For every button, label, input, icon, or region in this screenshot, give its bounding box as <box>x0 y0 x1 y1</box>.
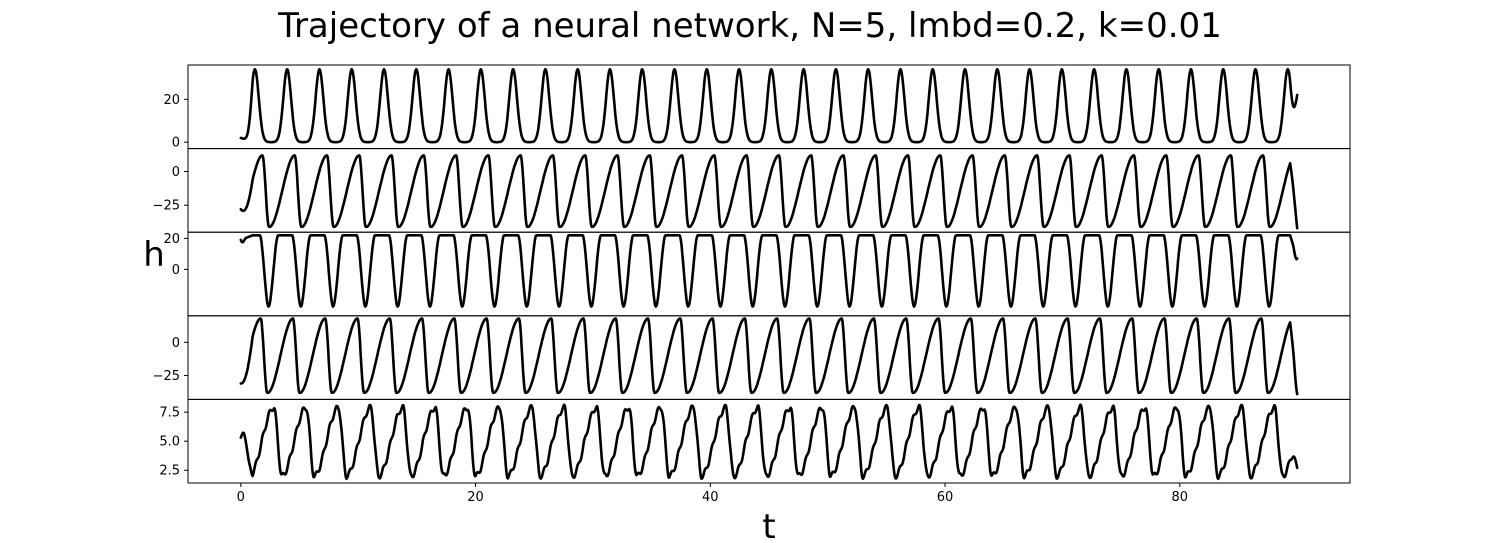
series-line-3 <box>239 234 1299 308</box>
panels: 0 20 −25 0 0 20 −25 0 2.5 5.0 7.5 <box>153 64 1351 484</box>
panel-2: −25 0 <box>153 148 1351 233</box>
x-axis: 0 20 40 60 80 <box>237 483 1188 505</box>
panel-5: 2.5 5.0 7.5 <box>159 398 1351 484</box>
y-tick-label: 0 <box>172 336 180 351</box>
x-tick-label: 20 <box>467 490 484 505</box>
y-tick-label: 2.5 <box>159 464 180 479</box>
y-tick-label: −25 <box>153 369 180 384</box>
y-tick-label: 5.0 <box>159 435 180 450</box>
chart-title: Trajectory of a neural network, N=5, lmb… <box>277 6 1222 46</box>
series-line-1 <box>239 68 1299 144</box>
series-line-2 <box>239 154 1299 230</box>
y-tick-label: 20 <box>163 93 180 108</box>
panel-3: 0 20 <box>163 231 1351 317</box>
x-tick-label: 60 <box>937 490 954 505</box>
x-tick-label: 0 <box>237 490 245 505</box>
x-tick-label: 80 <box>1172 490 1189 505</box>
y-tick-label: 0 <box>172 263 180 278</box>
series-line-4 <box>239 317 1299 396</box>
x-axis-label: t <box>762 507 775 543</box>
y-tick-label: 0 <box>172 136 180 151</box>
y-tick-label: 20 <box>163 232 180 247</box>
panel-4: −25 0 <box>153 315 1351 400</box>
y-tick-label: 7.5 <box>159 406 180 421</box>
y-tick-label: −25 <box>153 199 180 214</box>
x-tick-label: 40 <box>702 490 719 505</box>
y-tick-label: 0 <box>172 165 180 180</box>
y-axis-label: h <box>143 235 165 275</box>
panel-frame <box>187 398 1351 484</box>
panel-1: 0 20 <box>163 64 1351 151</box>
series-line-5 <box>239 403 1299 481</box>
